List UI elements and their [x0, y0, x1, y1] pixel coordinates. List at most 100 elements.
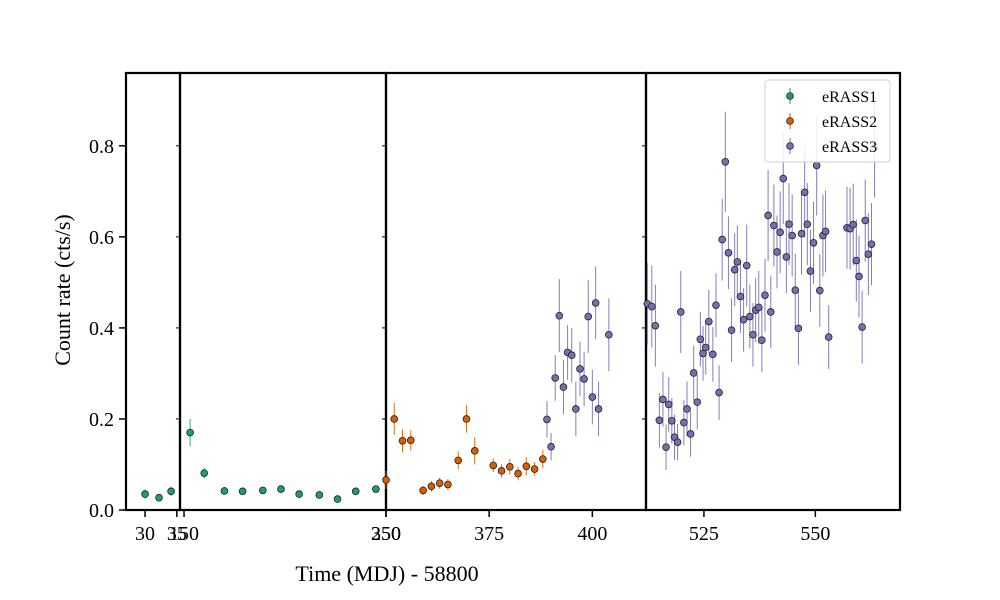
data-point-erass3 [724, 249, 733, 257]
panel-axes [124, 71, 902, 512]
data-point-erass1 [141, 490, 149, 498]
data-point-erass3 [662, 443, 670, 451]
data-point-erass3 [576, 365, 584, 373]
data-point-erass3 [761, 291, 769, 299]
data-point-erass3 [547, 442, 555, 451]
data-point-erass3 [797, 229, 806, 238]
data-point-erass3 [864, 250, 873, 258]
legend-label-erass3: eRASS3 [822, 139, 877, 156]
data-point-erass3 [580, 375, 588, 383]
data-point-erass2 [506, 462, 514, 471]
data-point-erass3 [758, 336, 766, 345]
data-point-erass3 [712, 301, 720, 309]
data-point-erass3 [559, 383, 568, 391]
x-tick-label: 375 [474, 523, 504, 545]
panel-frame-2 [178, 71, 388, 512]
data-point-erass3 [733, 258, 742, 266]
data-point-erass3 [594, 405, 603, 413]
data-point-erass3 [705, 317, 713, 326]
data-point-erass3 [718, 235, 726, 244]
x-tick-label: 550 [800, 523, 830, 545]
legend-marker-erass2 [786, 117, 794, 125]
data-point-erass3 [715, 388, 723, 397]
legend-marker-erass3 [786, 142, 794, 150]
data-point-erass2 [444, 480, 452, 489]
data-point-erass3 [749, 330, 757, 339]
data-point-erass1 [220, 487, 229, 495]
data-point-erass3 [766, 308, 775, 316]
data-point-erass2 [427, 482, 436, 491]
data-point-erass3 [776, 228, 784, 237]
data-point-erass3 [855, 272, 863, 281]
data-point-erass1 [186, 428, 194, 437]
data-point-erass3 [800, 188, 809, 197]
data-point-erass2 [489, 461, 498, 470]
data-point-erass3 [555, 311, 564, 320]
data-point-erass1 [277, 485, 285, 493]
legend-label-erass2: eRASS2 [822, 114, 877, 131]
data-point-erass3 [858, 323, 866, 331]
data-point-erass2 [419, 486, 427, 495]
data-point-erass1 [295, 490, 303, 498]
data-point-erass2 [497, 467, 506, 475]
data-point-erass1 [238, 487, 247, 496]
data-point-erass3 [683, 405, 691, 413]
data-point-erass2 [530, 465, 539, 473]
data-point-erass1 [200, 469, 209, 477]
legend-marker-erass1 [786, 92, 794, 100]
x-tick-label: 35 [167, 523, 187, 545]
data-point-erass3 [861, 216, 870, 225]
data-point-erass3 [867, 240, 876, 248]
data-point-erass3 [742, 261, 751, 270]
data-point-erass2 [454, 456, 463, 465]
data-point-erass3 [701, 343, 710, 352]
data-point-erass3 [821, 227, 830, 236]
data-point-erass3 [730, 265, 739, 274]
data-point-erass3 [812, 161, 821, 170]
data-point-erass1 [333, 495, 342, 503]
data-point-erass1 [155, 493, 163, 502]
x-tick-label: 250 [371, 523, 401, 545]
data-point-erass2 [382, 476, 390, 484]
data-point-erass3 [782, 253, 791, 261]
y-tick-label: 0.4 [89, 318, 114, 340]
data-point-erass1 [351, 487, 360, 496]
data-point-erass3 [696, 335, 705, 344]
y-ticks: 0.0 0.2 0.4 0.6 0.8 [89, 136, 646, 522]
data-point-erass2 [390, 415, 399, 423]
y-tick-label: 0.6 [89, 227, 114, 249]
x-tick-label: 525 [689, 523, 719, 545]
data-point-erass3 [668, 416, 676, 425]
y-axis-title: Count rate (cts/s) [50, 214, 75, 366]
data-point-erass3 [651, 321, 660, 330]
data-point-erass3 [664, 400, 673, 409]
data-point-erass3 [727, 326, 736, 334]
x-tick-label: 30 [135, 523, 155, 545]
data-point-erass3 [773, 248, 781, 256]
data-points [141, 143, 879, 503]
data-point-erass3 [605, 330, 613, 339]
data-point-erass3 [709, 350, 717, 359]
data-point-erass2 [514, 469, 522, 478]
data-point-erass1 [372, 485, 380, 493]
data-point-erass3 [686, 430, 695, 438]
data-point-erass3 [852, 256, 861, 265]
legend-frame [764, 79, 891, 163]
data-point-erass2 [470, 447, 479, 455]
data-point-erass3 [680, 418, 688, 427]
data-point-erass3 [689, 369, 698, 377]
data-point-erass2 [462, 415, 471, 423]
data-point-erass3 [543, 415, 551, 424]
panel-frame-1 [124, 71, 182, 512]
data-point-erass3 [739, 315, 748, 324]
data-point-erass2 [398, 437, 407, 445]
data-point-erass3 [567, 351, 576, 360]
data-point-erass3 [803, 220, 812, 228]
data-point-erass3 [788, 231, 796, 240]
data-point-erass3 [791, 286, 800, 294]
panel-frame-4 [644, 71, 902, 512]
data-point-erass3 [815, 286, 824, 295]
y-tick-label: 0.2 [89, 409, 114, 431]
